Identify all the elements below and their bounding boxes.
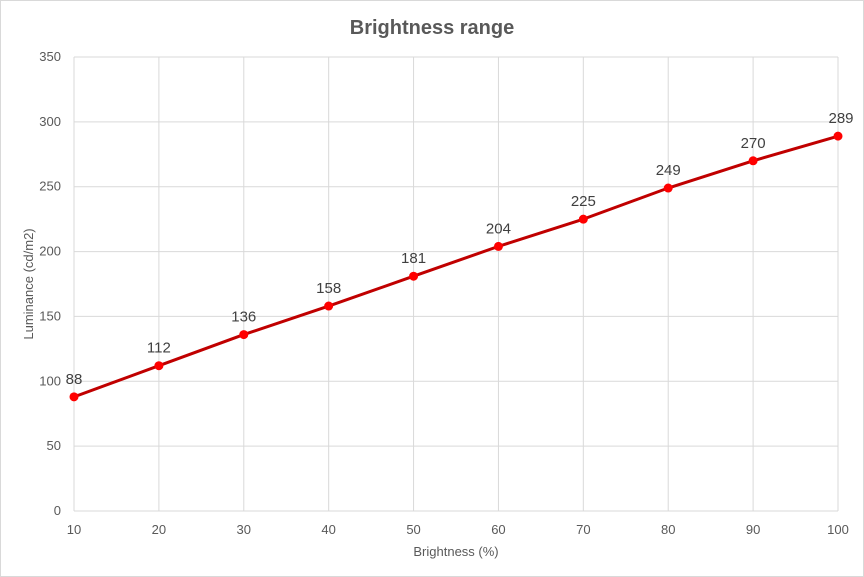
data-label-layer: 88 112 136 158 181 204 225 249 270 289 [66, 110, 854, 388]
x-tick-label: 90 [746, 522, 760, 537]
y-tick-label: 250 [39, 179, 61, 194]
x-tick-label: 70 [576, 522, 590, 537]
series-line [72, 134, 840, 399]
y-tick-label: 300 [39, 114, 61, 129]
data-label: 204 [486, 220, 511, 237]
data-point-marker [578, 214, 588, 224]
data-point-marker [663, 183, 673, 193]
x-tick-label: 40 [321, 522, 335, 537]
data-label: 88 [66, 371, 83, 388]
x-tick-label: 30 [237, 522, 251, 537]
data-label: 136 [231, 309, 256, 326]
x-tick-label: 20 [152, 522, 166, 537]
y-tick-label: 0 [54, 503, 61, 518]
data-label: 181 [401, 250, 426, 267]
data-point-marker [69, 392, 79, 402]
data-point-marker [239, 330, 249, 340]
x-tick-label: 80 [661, 522, 675, 537]
x-tick-label: 60 [491, 522, 505, 537]
x-tick-label: 10 [67, 522, 81, 537]
marker-layer [69, 131, 843, 402]
data-point-marker [748, 156, 758, 166]
series-layer [72, 134, 840, 399]
data-label: 249 [656, 162, 681, 179]
data-label: 158 [316, 280, 341, 297]
y-tick-label: 200 [39, 244, 61, 259]
y-tick-label: 50 [47, 438, 61, 453]
data-point-marker [154, 361, 164, 371]
data-label: 112 [147, 340, 171, 357]
y-tick-label: 100 [39, 373, 61, 388]
y-axis-ticks: 0 50 100 150 200 250 300 350 [39, 49, 61, 518]
data-point-marker [324, 301, 334, 311]
x-axis-ticks: 10 20 30 40 50 60 70 80 90 100 [67, 522, 849, 537]
chart-title: Brightness range [350, 17, 514, 39]
y-tick-label: 150 [39, 308, 61, 323]
y-tick-label: 350 [39, 49, 61, 64]
x-tick-label: 50 [406, 522, 420, 537]
grid-layer [73, 56, 839, 512]
y-axis-title: Luminance (cd/m2) [21, 228, 36, 339]
data-point-marker [409, 271, 419, 281]
x-axis-title: Brightness (%) [413, 544, 498, 559]
x-tick-label: 100 [827, 522, 849, 537]
data-point-marker [833, 131, 843, 141]
data-label: 225 [571, 193, 596, 210]
data-label: 270 [741, 135, 766, 152]
data-label: 289 [828, 110, 853, 127]
data-point-marker [493, 241, 503, 251]
